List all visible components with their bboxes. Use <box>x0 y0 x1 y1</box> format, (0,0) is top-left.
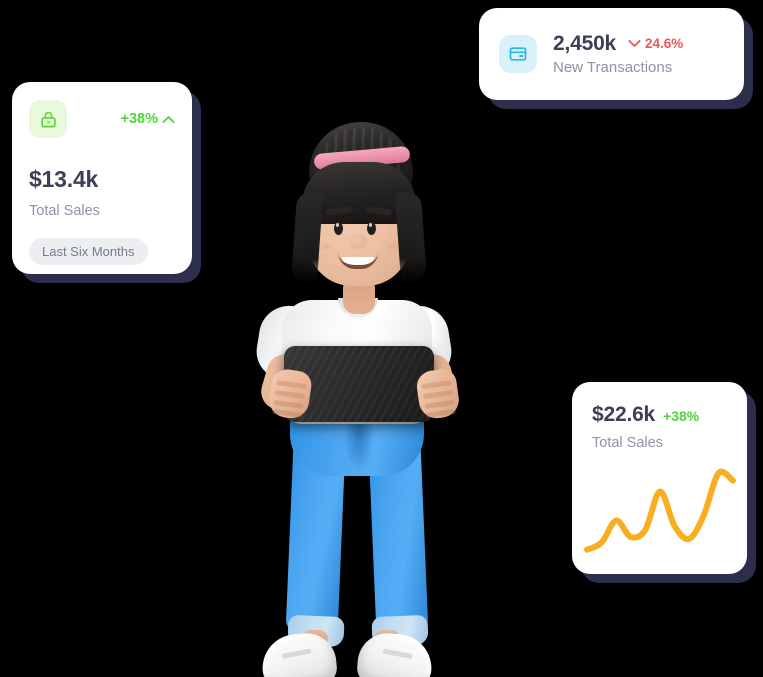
character-eye-highlight-right <box>369 223 372 227</box>
finger <box>424 399 455 409</box>
sales-chart-card[interactable]: $22.6k +38% Total Sales <box>572 382 747 574</box>
character-illustration <box>246 118 518 677</box>
date-range-pill[interactable]: Last Six Months <box>29 237 148 265</box>
finger <box>422 389 454 400</box>
character-eye-right <box>367 222 376 235</box>
delta-value: 24.6% <box>645 36 684 51</box>
total-sales-delta: +38% <box>121 111 176 127</box>
card-body: 2,450k 24.6% New Transactions <box>553 33 683 75</box>
character-mouth <box>338 252 378 269</box>
chevron-down-icon <box>628 40 641 47</box>
shoe-lace <box>382 648 413 660</box>
padlock-icon <box>29 100 67 138</box>
character-eye-highlight-left <box>336 223 339 227</box>
credit-card-icon <box>499 35 537 73</box>
sales-chart-label: Total Sales <box>592 435 663 451</box>
sales-chart-value: $22.6k <box>592 403 656 426</box>
finger <box>274 389 306 400</box>
card-value-row: $22.6k +38% <box>592 404 727 425</box>
character-eye-left <box>334 222 343 235</box>
finger <box>273 399 304 409</box>
character-nose <box>349 234 367 249</box>
total-sales-card[interactable]: +38% $13.4k Total Sales Last Six Months <box>12 82 192 274</box>
new-transactions-value: 2,450k <box>553 32 617 55</box>
card-header: +38% <box>29 100 175 138</box>
shoe-lace <box>281 648 312 660</box>
finger <box>276 380 307 390</box>
sales-sparkline-chart <box>584 468 736 553</box>
character-cheek-right <box>384 242 400 251</box>
new-transactions-card[interactable]: 2,450k 24.6% New Transactions <box>479 8 744 100</box>
character-cheek-left <box>318 242 334 251</box>
finger <box>272 408 303 418</box>
total-sales-value: $13.4k <box>29 166 99 192</box>
finger <box>425 408 456 418</box>
total-sales-label: Total Sales <box>29 203 100 219</box>
finger <box>421 380 452 390</box>
sales-chart-delta: +38% <box>663 408 700 424</box>
card-value-row: 2,450k 24.6% <box>553 33 683 54</box>
character-hair-right <box>394 191 428 285</box>
new-transactions-label: New Transactions <box>553 59 673 76</box>
delta-value: +38% <box>120 111 159 127</box>
chevron-up-icon <box>162 115 175 123</box>
new-transactions-delta: 24.6% <box>628 36 683 51</box>
